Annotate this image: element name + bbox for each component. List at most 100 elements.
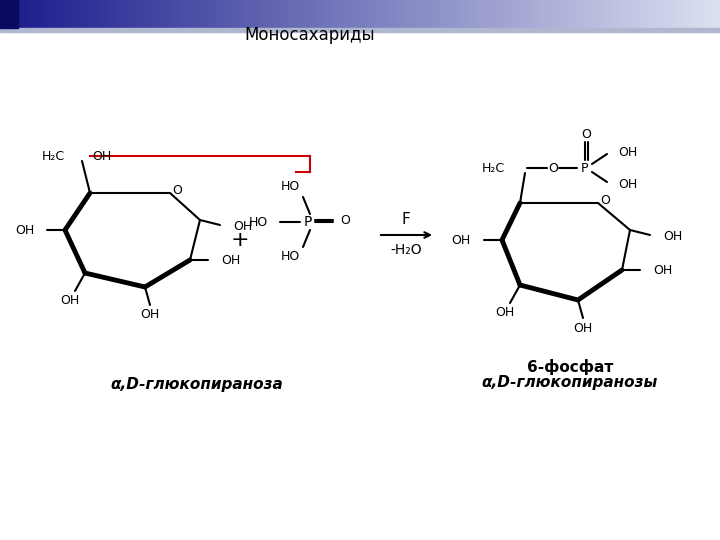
Bar (94, 0, 102, 28)
Bar (180, 0, 188, 28)
Text: O: O (172, 184, 182, 197)
Bar (547, 0, 555, 28)
Bar (389, 0, 397, 28)
Bar (655, 0, 663, 28)
Bar (144, 0, 152, 28)
Bar (245, 0, 253, 28)
Text: O: O (548, 161, 558, 174)
Bar (526, 0, 534, 28)
Bar (540, 0, 548, 28)
Text: P: P (304, 215, 312, 229)
Bar (518, 0, 526, 28)
Bar (670, 0, 678, 28)
Bar (288, 0, 296, 28)
Bar (677, 0, 685, 28)
Bar (454, 0, 462, 28)
Bar (137, 0, 145, 28)
Bar (605, 0, 613, 28)
Text: OH: OH (495, 307, 515, 320)
Bar (490, 0, 498, 28)
Bar (317, 0, 325, 28)
Text: OH: OH (451, 233, 471, 246)
Text: OH: OH (653, 264, 672, 276)
Bar (691, 0, 699, 28)
Text: P: P (581, 161, 589, 174)
Bar (187, 0, 195, 28)
Bar (115, 0, 123, 28)
Text: OH: OH (14, 224, 34, 237)
Bar (166, 0, 174, 28)
Text: O: O (340, 214, 350, 227)
Bar (562, 0, 570, 28)
Bar (43, 0, 51, 28)
Text: α,D-глюкопираноза: α,D-глюкопираноза (110, 377, 283, 393)
Bar (626, 0, 634, 28)
Bar (281, 0, 289, 28)
Bar (482, 0, 490, 28)
Bar (7, 0, 15, 28)
Text: OH: OH (140, 308, 160, 321)
Bar (432, 0, 440, 28)
Bar (634, 0, 642, 28)
Bar (238, 0, 246, 28)
Bar (266, 0, 274, 28)
Bar (209, 0, 217, 28)
Text: OH: OH (618, 178, 637, 191)
Bar (598, 0, 606, 28)
Bar (612, 0, 620, 28)
Bar (223, 0, 231, 28)
Bar (202, 0, 210, 28)
Text: +: + (230, 230, 249, 250)
Bar (216, 0, 224, 28)
Bar (338, 0, 346, 28)
Bar (50, 0, 58, 28)
Bar (130, 0, 138, 28)
Text: OH: OH (221, 253, 240, 267)
Bar (475, 0, 483, 28)
Bar (151, 0, 159, 28)
Bar (122, 0, 130, 28)
Bar (554, 0, 562, 28)
Text: OH: OH (618, 145, 637, 159)
Bar (158, 0, 166, 28)
Bar (310, 0, 318, 28)
Bar (374, 0, 382, 28)
Text: HO: HO (280, 180, 300, 193)
Text: F: F (402, 213, 410, 227)
Bar (511, 0, 519, 28)
Bar (0, 0, 18, 28)
Text: OH: OH (233, 220, 252, 233)
Bar (194, 0, 202, 28)
Bar (22, 0, 30, 28)
Bar (446, 0, 454, 28)
Bar (410, 0, 418, 28)
Bar (648, 0, 656, 28)
Bar (230, 0, 238, 28)
Bar (36, 0, 44, 28)
Bar (360, 0, 368, 28)
Bar (259, 0, 267, 28)
Text: OH: OH (92, 150, 112, 163)
Bar (295, 0, 303, 28)
Bar (418, 0, 426, 28)
Text: OH: OH (573, 321, 593, 334)
Text: OH: OH (663, 231, 683, 244)
Bar (698, 0, 706, 28)
Bar (324, 0, 332, 28)
Bar (569, 0, 577, 28)
Bar (101, 0, 109, 28)
Bar (533, 0, 541, 28)
Bar (706, 0, 714, 28)
Bar (331, 0, 339, 28)
Bar (713, 0, 720, 28)
Bar (684, 0, 692, 28)
Text: -H₂O: -H₂O (390, 243, 422, 257)
Text: H₂C: H₂C (42, 150, 65, 163)
Bar (72, 0, 80, 28)
Bar (396, 0, 404, 28)
Bar (662, 0, 670, 28)
Bar (504, 0, 512, 28)
Text: H₂C: H₂C (482, 161, 505, 174)
Text: 6-фосфат: 6-фосфат (527, 359, 613, 375)
Bar (302, 0, 310, 28)
